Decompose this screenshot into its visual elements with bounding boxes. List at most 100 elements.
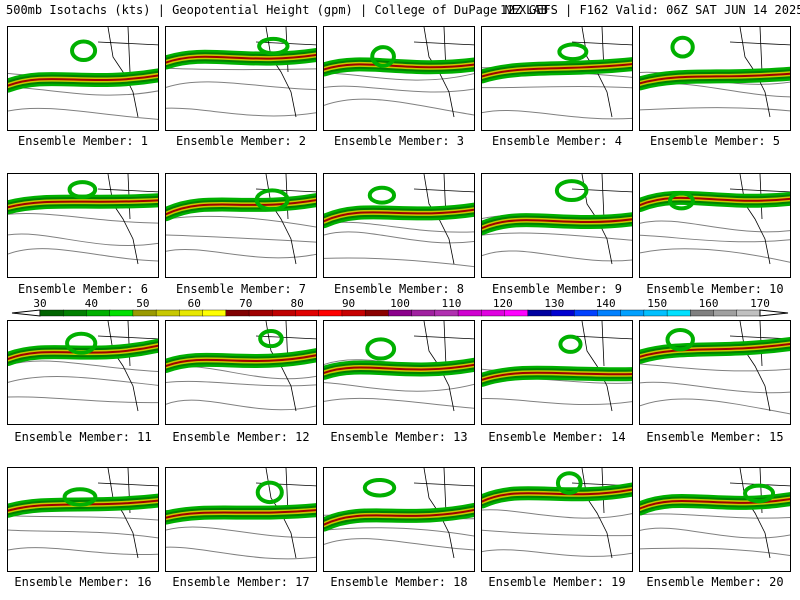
height-contour (324, 382, 474, 392)
isotach-band (8, 199, 158, 209)
height-contour (324, 72, 474, 81)
colorbar-swatch (434, 309, 459, 317)
height-contour (640, 547, 790, 557)
vortex-isotach (554, 179, 589, 203)
height-contour (8, 360, 158, 373)
height-contour (324, 397, 474, 409)
vortex-isotach (254, 188, 290, 212)
height-contour (166, 215, 316, 228)
height-contour (640, 107, 790, 112)
colorbar-swatch (736, 309, 761, 317)
colorbar-swatch (388, 309, 413, 317)
height-contour (8, 529, 158, 539)
vortex-isotach (62, 487, 98, 507)
isotach-band (324, 363, 474, 374)
ensemble-member-label: Ensemble Member: 15 (646, 430, 784, 444)
height-contour (166, 67, 316, 71)
ensemble-panel (7, 467, 159, 572)
ensemble-panel (639, 467, 791, 572)
colorbar-swatch (248, 309, 273, 317)
height-contour (324, 257, 474, 268)
colorbar-swatch (132, 309, 157, 317)
colorbar-swatch (527, 309, 552, 317)
vortex-isotach (258, 329, 284, 349)
jet-stream-map (8, 468, 158, 559)
vortex-isotach (370, 45, 396, 68)
vortex-isotach (70, 39, 98, 63)
height-contour (166, 380, 316, 387)
isotach-band (482, 218, 632, 230)
jet-stream-map (324, 321, 474, 412)
colorbar-arrow-right (759, 309, 789, 317)
colorbar-tick-label: 140 (595, 297, 616, 310)
isotach-band (166, 354, 316, 367)
vortex-isotach (558, 334, 583, 354)
height-contour (482, 250, 632, 262)
isotach-band (482, 63, 632, 78)
height-contour (482, 85, 632, 89)
ensemble-panel (165, 320, 317, 425)
colorbar-swatch (481, 309, 506, 317)
colorbar-tick-label: 30 (33, 297, 47, 310)
jet-stream-map (640, 468, 790, 559)
colorbar-tick-label: 40 (84, 297, 99, 310)
coastline (97, 174, 158, 265)
ensemble-member-label: Ensemble Member: 9 (491, 282, 623, 296)
height-contour (640, 381, 790, 394)
colorbar-arrow-left (11, 309, 41, 317)
height-contour (482, 232, 632, 241)
isotach-band (166, 53, 316, 64)
height-contour (8, 547, 158, 556)
ensemble-panel (165, 26, 317, 131)
height-contour (8, 376, 158, 386)
height-contour (166, 81, 316, 91)
coastline (255, 174, 316, 265)
colorbar-swatch (179, 309, 204, 317)
ensemble-member-label: Ensemble Member: 2 (175, 134, 307, 148)
colorbar-swatch (713, 309, 738, 317)
ensemble-member-label: Ensemble Member: 10 (646, 282, 784, 296)
ensemble-member-label: Ensemble Member: 6 (17, 282, 149, 296)
ensemble-member-label: Ensemble Member: 5 (649, 134, 781, 148)
colorbar-tick-label: 150 (647, 297, 668, 310)
height-contour (8, 248, 158, 262)
ensemble-member-label: Ensemble Member: 14 (488, 430, 626, 444)
vortex-isotach (257, 36, 290, 56)
colorbar-swatch (295, 309, 320, 317)
ensemble-panel (481, 467, 633, 572)
ensemble-panel (165, 467, 317, 572)
height-contour (166, 546, 316, 560)
colorbar-swatch (573, 309, 599, 317)
jet-stream-map (482, 468, 632, 559)
colorbar-swatch (690, 309, 715, 317)
colorbar-swatch (86, 309, 111, 317)
height-contour (482, 509, 632, 519)
vortex-isotach (557, 42, 589, 62)
height-contour (482, 549, 632, 557)
colorbar-tick-label: 80 (290, 297, 304, 310)
height-contour (8, 233, 158, 247)
jet-stream-map (482, 321, 632, 412)
height-contour (640, 527, 790, 539)
vortex-isotach (255, 480, 284, 505)
height-contour (166, 107, 316, 117)
colorbar-swatch (318, 309, 343, 317)
coastline (729, 321, 790, 412)
jet-stream-map (324, 174, 474, 268)
ensemble-member-label: Ensemble Member: 8 (333, 282, 465, 296)
height-contour (482, 398, 632, 406)
colorbar-swatch (364, 309, 390, 317)
height-contour (640, 398, 790, 415)
colorbar-swatch (225, 309, 250, 317)
ensemble-panel (7, 320, 159, 425)
jet-stream-map (166, 321, 316, 412)
isotach-band (482, 371, 632, 381)
colorbar-tick-label: 170 (750, 297, 770, 310)
ensemble-panel (481, 173, 633, 278)
coastline (97, 27, 158, 118)
height-contour (640, 248, 790, 263)
ensemble-member-label: Ensemble Member: 3 (333, 134, 465, 148)
colorbar-tick-label: 160 (698, 297, 719, 310)
header-valid-time: 12Z GEFS | F162 Valid: 06Z SAT JUN 14 20… (500, 3, 800, 17)
vortex-isotach (67, 180, 98, 199)
